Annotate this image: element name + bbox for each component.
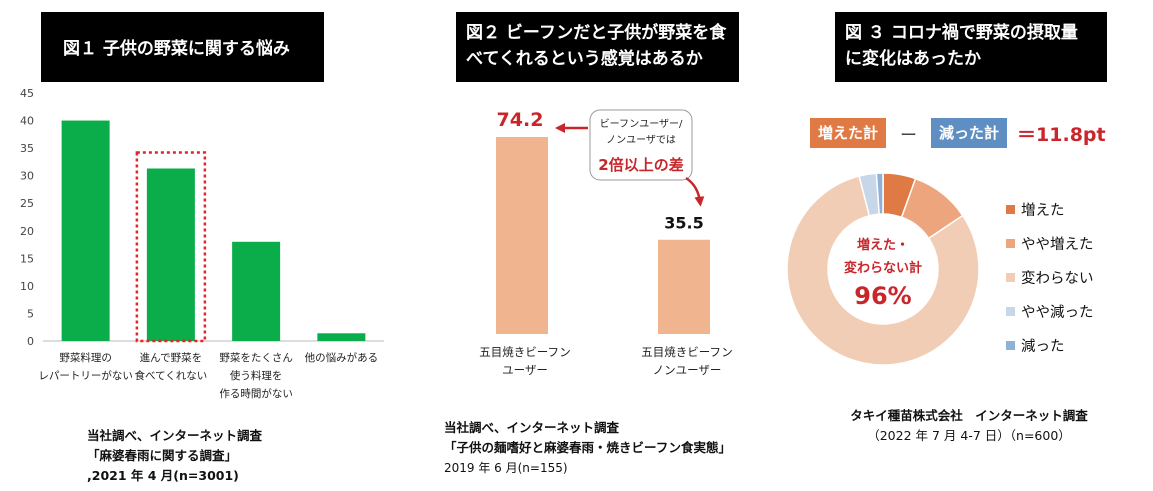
legend-item: やや減った bbox=[1006, 294, 1094, 328]
callout-text: ノンユーザでは bbox=[606, 134, 676, 146]
chart-title-line: 図２ ビーフンだと子供が野菜を食 bbox=[466, 23, 727, 43]
bar bbox=[496, 137, 548, 334]
increase-total-badge: 増えた計 bbox=[810, 118, 887, 148]
source-caption: 当社調べ、インターネット調査 「子供の麺嗜好と麻婆春雨・焼きビーフン食実態」 2… bbox=[444, 418, 731, 478]
x-tick-label: 他の悩みがある bbox=[305, 351, 379, 364]
x-tick-label: 進んで野菜を食べてくれない bbox=[134, 352, 207, 382]
chart-legend: 増えたやや増えた変わらないやや減った減った bbox=[1006, 192, 1094, 362]
chart-title-line: べてくれるという感覚はあるか bbox=[466, 49, 703, 69]
callout-box bbox=[589, 109, 693, 181]
bar bbox=[232, 241, 281, 341]
bar bbox=[146, 168, 195, 341]
difference-formula: 増えた計 ー 減った計 ＝11.8pt bbox=[810, 116, 1106, 150]
donut-center-label: 変わらない計 bbox=[844, 260, 922, 276]
x-tick-label: 野菜料理のレパートリーがない bbox=[38, 351, 133, 382]
caption-line: 当社調べ、インターネット調査 bbox=[87, 428, 263, 443]
legend-label: やや減った bbox=[1021, 304, 1094, 321]
pie-slice bbox=[786, 175, 980, 366]
donut-center-value: 96% bbox=[854, 282, 911, 310]
minus-sign: ー bbox=[900, 125, 918, 146]
y-tick-label: 40 bbox=[20, 115, 34, 128]
legend-label: 増えた bbox=[1021, 202, 1065, 219]
caption-line: 「子供の麺嗜好と麻婆春雨・焼きビーフン食実態」 bbox=[444, 440, 732, 455]
chart-title: 図 ３ コロナ禍で野菜の摂取量 に変化はあったか bbox=[835, 12, 1107, 82]
chart-panel-vegetable-worries: 図１ 子供の野菜に関する悩み 0 5 10 15 20 25 30 35 40 45 野菜料理のレパ… bbox=[0, 0, 385, 491]
legend-swatch bbox=[1006, 306, 1015, 316]
caption-line: タキイ種苗株式会社 インターネット調査 bbox=[850, 408, 1088, 423]
legend-swatch bbox=[1006, 238, 1015, 248]
y-tick-label: 10 bbox=[20, 280, 34, 293]
y-tick-label: 15 bbox=[20, 252, 34, 265]
legend-item: 減った bbox=[1006, 328, 1094, 362]
caption-line: （2022 年 7 月 4-7 日）（n=600） bbox=[867, 428, 1071, 443]
legend-item: 変わらない bbox=[1006, 260, 1094, 294]
legend-item: やや増えた bbox=[1006, 226, 1094, 260]
difference-result: ＝11.8pt bbox=[1017, 123, 1106, 146]
bar bbox=[317, 333, 366, 341]
legend-item: 増えた bbox=[1006, 192, 1094, 226]
source-caption: 当社調べ、インターネット調査 「麻婆春雨に関する調査」 ,2021 年 4 月(… bbox=[87, 426, 262, 486]
caption-line: 2019 年 6 月(n=155) bbox=[444, 461, 568, 475]
callout-text: ビーフンユーザー/ bbox=[600, 118, 683, 130]
y-tick-label: 0 bbox=[27, 335, 34, 348]
x-tick-label: 五目焼きビーフンノンユーザー bbox=[641, 345, 733, 377]
y-tick-label: 5 bbox=[27, 307, 34, 320]
legend-swatch bbox=[1006, 272, 1015, 282]
bar-chart-beefun: 74.2 五目焼きビーフンユーザー 35.5 五目焼きビーフンノンユーザー ビーフンユー… bbox=[479, 109, 733, 377]
pie-slice bbox=[875, 172, 884, 215]
x-tick-label: 野菜をたくさん使う料理を作る時間がない bbox=[219, 352, 293, 400]
x-tick-label: 五目焼きビーフンユーザー bbox=[479, 345, 571, 377]
legend-swatch bbox=[1006, 204, 1015, 214]
chart-title-line: に変化はあったか bbox=[845, 49, 981, 69]
chart-title-line: 図 ３ コロナ禍で野菜の摂取量 bbox=[845, 23, 1078, 43]
chart-panel-corona-vegetables: 図 ３ コロナ禍で野菜の摂取量 に変化はあったか 増えた計 ー 減った計 ＝11… bbox=[785, 0, 1153, 491]
donut-center-label: 増えた・ bbox=[857, 237, 909, 253]
caption-line: 当社調べ、インターネット調査 bbox=[444, 420, 620, 435]
legend-label: 変わらない bbox=[1021, 270, 1094, 287]
y-tick-label: 30 bbox=[20, 170, 34, 183]
callout-arrow-right bbox=[685, 176, 705, 207]
callout-emphasis: 2倍以上の差 bbox=[598, 156, 683, 174]
chart-title: 図１ 子供の野菜に関する悩み bbox=[41, 12, 324, 82]
chart-panel-beefun: 図２ ビーフンだと子供が野菜を食 べてくれるという感覚はあるか 74.2 五目焼き… bbox=[392, 0, 782, 491]
highlight-box bbox=[135, 151, 207, 343]
legend-swatch bbox=[1006, 340, 1015, 350]
value-label: 74.2 bbox=[497, 109, 544, 131]
bar bbox=[61, 120, 110, 341]
y-tick-label: 20 bbox=[20, 225, 34, 238]
caption-line: ,2021 年 4 月(n=3001) bbox=[87, 468, 239, 483]
y-tick-label: 45 bbox=[20, 87, 34, 100]
legend-label: やや増えた bbox=[1021, 236, 1094, 253]
donut-chart: 増えた・変わらない計 96% bbox=[786, 172, 980, 366]
source-caption: タキイ種苗株式会社 インターネット調査 （2022 年 7 月 4-7 日）（n… bbox=[785, 406, 1153, 446]
y-tick-label: 35 bbox=[20, 142, 34, 155]
bar-chart-worries: 0 5 10 15 20 25 30 35 40 45 野菜料理のレパートリーがない進んで野菜を食べ… bbox=[20, 87, 384, 400]
bar bbox=[658, 239, 710, 334]
decrease-total-badge: 減った計 bbox=[931, 118, 1008, 148]
legend-label: 減った bbox=[1021, 338, 1065, 355]
value-label: 35.5 bbox=[664, 214, 703, 233]
y-tick-label: 25 bbox=[20, 197, 34, 210]
chart-title: 図２ ビーフンだと子供が野菜を食 べてくれるという感覚はあるか bbox=[456, 12, 739, 82]
caption-line: 「麻婆春雨に関する調査」 bbox=[87, 448, 238, 463]
